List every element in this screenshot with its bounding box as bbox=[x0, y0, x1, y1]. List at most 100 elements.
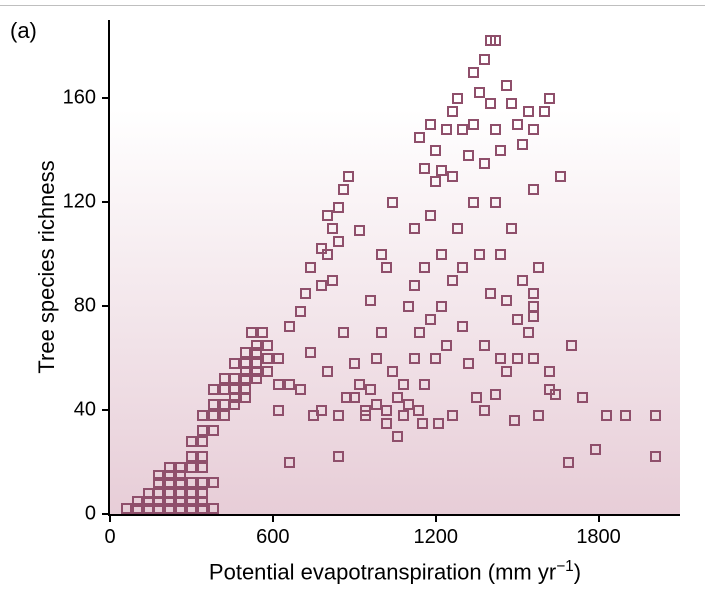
data-point bbox=[479, 340, 490, 351]
top-rule bbox=[0, 5, 705, 6]
data-point bbox=[229, 392, 240, 403]
data-point bbox=[447, 275, 458, 286]
data-point bbox=[447, 106, 458, 117]
data-point bbox=[590, 444, 601, 455]
data-point bbox=[186, 488, 197, 499]
data-point bbox=[365, 384, 376, 395]
data-point bbox=[208, 425, 219, 436]
data-point bbox=[474, 87, 485, 98]
data-point bbox=[441, 340, 452, 351]
data-point bbox=[563, 457, 574, 468]
data-point bbox=[414, 132, 425, 143]
data-point bbox=[501, 366, 512, 377]
y-tick-label: 160 bbox=[63, 87, 96, 110]
x-tick bbox=[435, 514, 437, 522]
data-point bbox=[387, 197, 398, 208]
figure: (a) 06001200180004080120160Potential eva… bbox=[0, 0, 705, 610]
data-point bbox=[433, 418, 444, 429]
data-point bbox=[398, 379, 409, 390]
data-point bbox=[284, 321, 295, 332]
data-point bbox=[501, 295, 512, 306]
data-point bbox=[295, 306, 306, 317]
data-point bbox=[208, 410, 219, 421]
data-point bbox=[219, 410, 230, 421]
data-point bbox=[322, 210, 333, 221]
data-point bbox=[300, 288, 311, 299]
data-point bbox=[495, 145, 506, 156]
data-point bbox=[506, 223, 517, 234]
data-point bbox=[544, 366, 555, 377]
data-point bbox=[197, 488, 208, 499]
data-point bbox=[186, 477, 197, 488]
data-point bbox=[208, 477, 219, 488]
data-point bbox=[376, 249, 387, 260]
data-point bbox=[333, 451, 344, 462]
data-point bbox=[436, 249, 447, 260]
data-point bbox=[219, 399, 230, 410]
data-point bbox=[153, 503, 164, 514]
data-point bbox=[528, 311, 539, 322]
data-point bbox=[471, 392, 482, 403]
data-point bbox=[457, 321, 468, 332]
data-point bbox=[419, 262, 430, 273]
data-point bbox=[240, 366, 251, 377]
data-point bbox=[219, 384, 230, 395]
data-point bbox=[490, 389, 501, 400]
data-point bbox=[251, 366, 262, 377]
data-point bbox=[284, 457, 295, 468]
data-point bbox=[501, 80, 512, 91]
data-point bbox=[197, 477, 208, 488]
data-point bbox=[463, 150, 474, 161]
x-tick bbox=[598, 514, 600, 522]
data-point bbox=[164, 488, 175, 499]
data-point bbox=[132, 496, 143, 507]
data-point bbox=[441, 124, 452, 135]
data-point bbox=[419, 163, 430, 174]
data-point bbox=[349, 392, 360, 403]
data-point bbox=[186, 451, 197, 462]
data-point bbox=[208, 399, 219, 410]
data-point bbox=[360, 405, 371, 416]
data-point bbox=[186, 462, 197, 473]
data-point bbox=[430, 176, 441, 187]
data-point bbox=[457, 124, 468, 135]
data-point bbox=[512, 314, 523, 325]
data-point bbox=[490, 124, 501, 135]
data-point bbox=[186, 436, 197, 447]
data-point bbox=[343, 171, 354, 182]
data-point bbox=[468, 67, 479, 78]
data-point bbox=[322, 249, 333, 260]
data-point bbox=[197, 425, 208, 436]
data-point bbox=[528, 301, 539, 312]
data-point bbox=[284, 379, 295, 390]
data-point bbox=[197, 462, 208, 473]
x-tick-label: 600 bbox=[256, 526, 289, 549]
data-point bbox=[468, 197, 479, 208]
data-point bbox=[430, 145, 441, 156]
data-point bbox=[463, 358, 474, 369]
data-point bbox=[452, 223, 463, 234]
data-point bbox=[533, 262, 544, 273]
data-point bbox=[490, 35, 501, 46]
data-point bbox=[295, 384, 306, 395]
data-point bbox=[322, 366, 333, 377]
data-point bbox=[381, 262, 392, 273]
data-point bbox=[371, 399, 382, 410]
data-point bbox=[468, 119, 479, 130]
x-tick bbox=[109, 514, 111, 522]
x-axis-title: Potential evapotranspiration (mm yr−1) bbox=[209, 558, 581, 585]
data-point bbox=[601, 410, 612, 421]
data-point bbox=[447, 171, 458, 182]
data-point bbox=[387, 366, 398, 377]
data-point bbox=[452, 93, 463, 104]
data-point bbox=[143, 488, 154, 499]
data-point bbox=[479, 158, 490, 169]
data-point bbox=[650, 451, 661, 462]
data-point bbox=[333, 202, 344, 213]
y-tick bbox=[102, 201, 110, 203]
data-point bbox=[555, 171, 566, 182]
data-point bbox=[403, 301, 414, 312]
x-tick-label: 0 bbox=[104, 526, 115, 549]
data-point bbox=[333, 410, 344, 421]
data-point bbox=[409, 353, 420, 364]
